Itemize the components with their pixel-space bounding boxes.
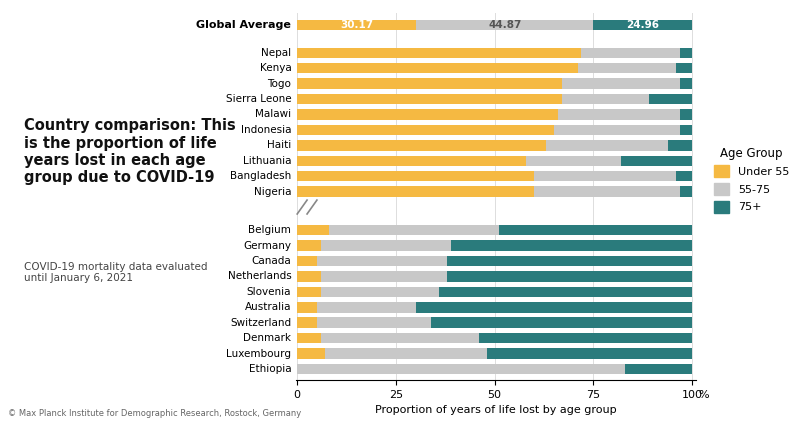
Bar [479,333,692,344]
Text: 44.87: 44.87 [488,20,522,30]
Text: Luxembourg: Luxembourg [226,349,291,359]
Bar [297,225,329,235]
Bar [297,241,321,251]
Text: Denmark: Denmark [243,333,291,343]
Bar [594,20,692,30]
Text: %: % [698,390,709,400]
Bar [649,94,692,104]
Bar [297,124,554,135]
Bar [317,302,416,313]
Text: Ethiopia: Ethiopia [249,364,291,374]
Text: 24.96: 24.96 [626,20,659,30]
Text: Switzerland: Switzerland [230,318,291,328]
Bar [582,48,680,58]
Legend: Under 55, 55-75, 75+: Under 55, 55-75, 75+ [714,147,790,213]
Text: COVID-19 mortality data evaluated
until January 6, 2021: COVID-19 mortality data evaluated until … [24,262,207,283]
Bar [321,333,479,344]
Bar [680,109,692,120]
Bar [297,171,534,181]
Bar [297,94,562,104]
Bar [416,20,594,30]
Bar [578,63,676,73]
Bar [297,155,526,166]
Bar [621,155,692,166]
Bar [297,20,416,30]
Bar [680,78,692,89]
Bar [431,317,692,328]
Bar [321,287,439,297]
Text: Canada: Canada [251,256,291,266]
Bar [297,317,317,328]
Bar [297,271,321,282]
Bar [534,187,680,197]
Text: Bangladesh: Bangladesh [230,171,291,181]
Text: Germany: Germany [243,241,291,251]
Text: Nigeria: Nigeria [254,187,291,197]
Text: Haiti: Haiti [267,141,291,150]
Bar [297,302,317,313]
Bar [297,140,546,151]
Text: Malawi: Malawi [255,109,291,119]
Bar [297,78,562,89]
Bar [554,124,680,135]
Bar [562,94,649,104]
Bar [416,302,692,313]
Bar [297,48,582,58]
Bar [447,271,692,282]
Text: Australia: Australia [245,302,291,312]
Bar [317,256,447,266]
Bar [297,364,625,374]
Bar [297,333,321,344]
Text: Togo: Togo [267,78,291,89]
Text: Lithuania: Lithuania [242,156,291,166]
Bar [321,241,451,251]
Bar [625,364,692,374]
Text: © Max Planck Institute for Demographic Research, Rostock, Germany: © Max Planck Institute for Demographic R… [8,409,302,418]
Bar [451,241,692,251]
Text: 30.17: 30.17 [340,20,374,30]
Bar [297,187,534,197]
Bar [321,271,447,282]
Bar [486,348,692,359]
Bar [329,225,498,235]
Text: Belgium: Belgium [248,225,291,235]
Bar [680,124,692,135]
Bar [676,63,692,73]
Text: Indonesia: Indonesia [241,125,291,135]
Bar [297,109,558,120]
X-axis label: Proportion of years of life lost by age group: Proportion of years of life lost by age … [375,405,617,415]
Text: Global Average: Global Average [196,20,291,30]
Text: Sierra Leone: Sierra Leone [226,94,291,104]
Bar [668,140,692,151]
Bar [297,63,578,73]
Bar [680,187,692,197]
Text: Nepal: Nepal [261,48,291,58]
Bar [297,287,321,297]
Bar [297,256,317,266]
Text: Slovenia: Slovenia [246,287,291,297]
Bar [676,171,692,181]
Bar [546,140,668,151]
Text: Kenya: Kenya [259,63,291,73]
Bar [325,348,486,359]
Bar [317,317,431,328]
Bar [562,78,680,89]
Bar [558,109,680,120]
Text: Netherlands: Netherlands [227,271,291,281]
Text: Country comparison: This
is the proportion of life
years lost in each age
group : Country comparison: This is the proporti… [24,118,236,185]
Bar [498,225,692,235]
Bar [297,348,325,359]
Bar [526,155,621,166]
Bar [447,256,692,266]
Bar [534,171,676,181]
Bar [680,48,692,58]
Bar [439,287,692,297]
